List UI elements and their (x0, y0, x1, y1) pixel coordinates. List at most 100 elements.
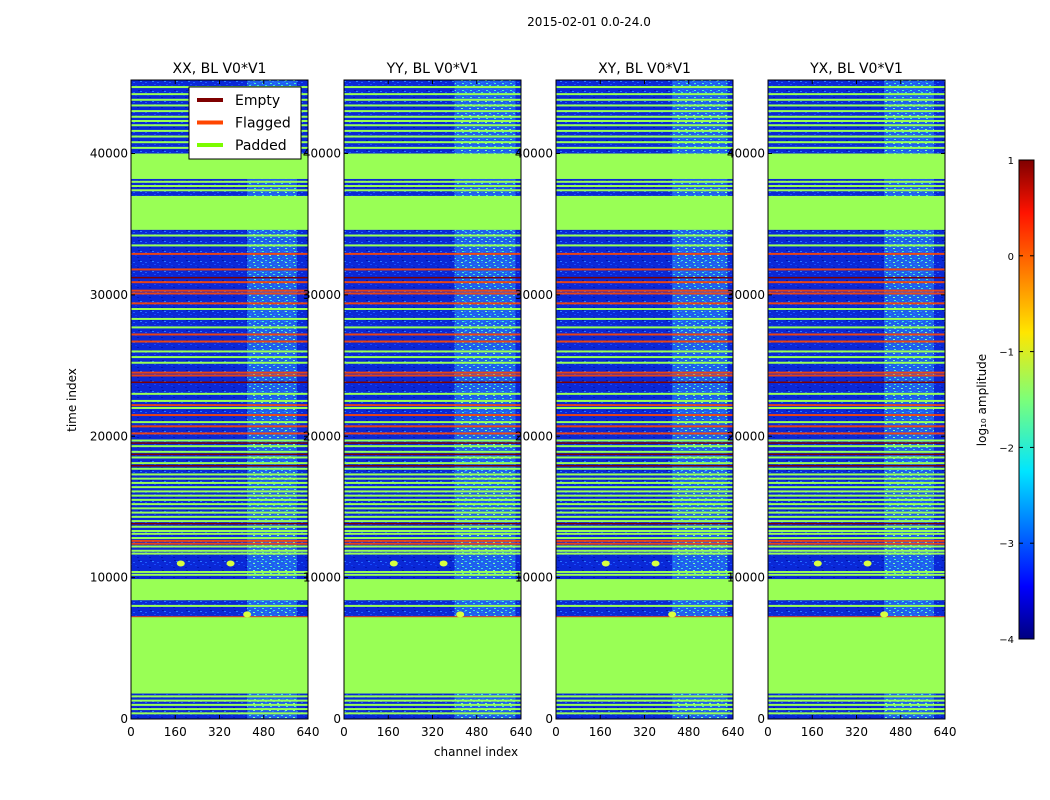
padded-row (131, 604, 308, 607)
padded-row (556, 525, 733, 528)
padded-row (344, 537, 521, 540)
x-tick-label: 480 (252, 725, 275, 739)
padded-row (131, 189, 308, 192)
padded-row (131, 361, 308, 364)
empty-row (344, 381, 521, 384)
padded-row (344, 135, 521, 138)
padded-row (556, 146, 733, 149)
padded-row (344, 141, 521, 144)
padded-row (556, 604, 733, 607)
flagged-row (344, 268, 521, 271)
x-tick-label: 640 (722, 725, 745, 739)
x-tick-label: 640 (934, 725, 957, 739)
padded-row (344, 98, 521, 101)
empty-row (131, 276, 308, 279)
x-tick-label: 160 (589, 725, 612, 739)
padded-row (768, 146, 945, 149)
padded-row (344, 185, 521, 188)
empty-row (768, 464, 945, 467)
padded-row (344, 570, 521, 573)
padded-row (768, 93, 945, 96)
padded-row (768, 498, 945, 501)
flagged-row (768, 333, 945, 336)
flagged-row (556, 289, 733, 292)
flagged-row (131, 340, 308, 343)
y-tick-label: 40000 (515, 147, 553, 161)
colorbar-tick-label: −4 (999, 635, 1014, 646)
x-tick-label: 160 (377, 725, 400, 739)
padded-row (556, 450, 733, 453)
panel-3: XY, BL V0*V1 0 160 320 480 640 0 10000 20000 3000… (515, 61, 745, 739)
padded-row (556, 486, 733, 489)
padded-row (344, 532, 521, 535)
padded-row (344, 86, 521, 89)
flagged-row (344, 340, 521, 343)
hot-spot (456, 611, 465, 618)
hot-spot (389, 560, 398, 567)
flagged-row (768, 281, 945, 284)
padded-row (768, 467, 945, 470)
padded-row (556, 490, 733, 493)
padded-row (344, 486, 521, 489)
padded-row (768, 456, 945, 459)
flagged-row (344, 292, 521, 295)
padded-row (131, 570, 308, 573)
empty-row (768, 442, 945, 444)
padded-row (768, 503, 945, 506)
flagged-row (131, 425, 308, 428)
y-tick-label: 10000 (303, 571, 341, 585)
empty-row (768, 522, 945, 525)
y-tick-label: 30000 (90, 288, 128, 302)
flagged-row (768, 539, 945, 542)
padded-row (768, 703, 945, 706)
padded-row (131, 708, 308, 711)
flagged-row (768, 404, 945, 407)
padded-row (131, 503, 308, 506)
flagged-row (131, 432, 308, 435)
empty-row (131, 464, 308, 467)
padded-row (131, 350, 308, 353)
empty-row (344, 276, 521, 279)
y-tick-label: 0 (120, 712, 128, 726)
padded-row (131, 308, 308, 311)
padded-row (344, 421, 521, 424)
panel-title: YX, BL V0*V1 (809, 61, 903, 77)
padded-row (556, 481, 733, 484)
padded-row (556, 473, 733, 476)
padded-row (556, 445, 733, 448)
padded-row (768, 110, 945, 113)
flagged-row (344, 374, 521, 377)
padded-row (344, 712, 521, 715)
colorbar-tick-label: −1 (999, 348, 1014, 359)
padded-row (768, 450, 945, 453)
padded-row (768, 511, 945, 514)
padded-band (556, 153, 733, 179)
padded-row (131, 185, 308, 188)
padded-row (556, 115, 733, 118)
padded-row (556, 399, 733, 402)
panel-title: YY, BL V0*V1 (386, 61, 479, 77)
padded-row (131, 507, 308, 510)
padded-row (556, 552, 733, 555)
padded-row (768, 308, 945, 311)
padded-row (556, 699, 733, 702)
flagged-row (556, 414, 733, 417)
flagged-row (344, 333, 521, 336)
hot-spot (880, 611, 889, 618)
padded-row (556, 361, 733, 364)
empty-row (344, 464, 521, 467)
x-tick-label: 480 (465, 725, 488, 739)
padded-row (556, 708, 733, 711)
padded-row (344, 529, 521, 532)
padded-row (344, 445, 521, 448)
padded-band (768, 579, 945, 601)
padded-row (344, 490, 521, 493)
hot-spot (176, 560, 185, 567)
padded-row (768, 350, 945, 353)
padded-row (131, 244, 308, 247)
padded-row (131, 552, 308, 555)
padded-row (556, 573, 733, 576)
hot-spot (651, 560, 660, 567)
padded-row (768, 494, 945, 497)
flagged-row (131, 292, 308, 295)
